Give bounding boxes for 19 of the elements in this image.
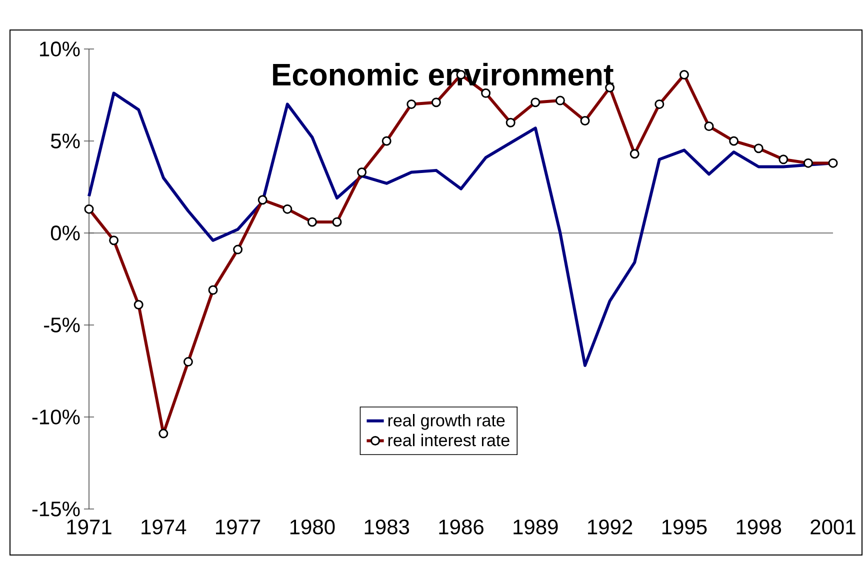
x-tick-label: 1977 xyxy=(216,520,260,534)
y-tick-label: 0% xyxy=(50,226,80,240)
x-tick-label: 2001 xyxy=(810,520,856,534)
y-tick-label: -10% xyxy=(32,410,80,424)
x-tick-label: 1992 xyxy=(588,520,632,534)
x-tick-label: 1971 xyxy=(67,520,112,534)
legend-label: real growth rate xyxy=(388,414,505,430)
x-tick-label: 1974 xyxy=(142,520,186,534)
x-tick-label: 1986 xyxy=(439,520,484,534)
y-tick-label: 5% xyxy=(50,134,80,148)
legend-label: real interest rate xyxy=(388,434,510,446)
y-tick-label: -15% xyxy=(32,502,80,516)
x-tick-label: 1998 xyxy=(736,520,782,534)
x-tick-label: 1995 xyxy=(662,520,707,534)
y-tick-label: 10% xyxy=(40,42,80,56)
x-tick-label: 1980 xyxy=(290,520,335,534)
y-tick-label: -5% xyxy=(44,318,80,332)
x-tick-label: 1989 xyxy=(514,520,558,534)
x-tick-label: 1983 xyxy=(364,520,410,534)
